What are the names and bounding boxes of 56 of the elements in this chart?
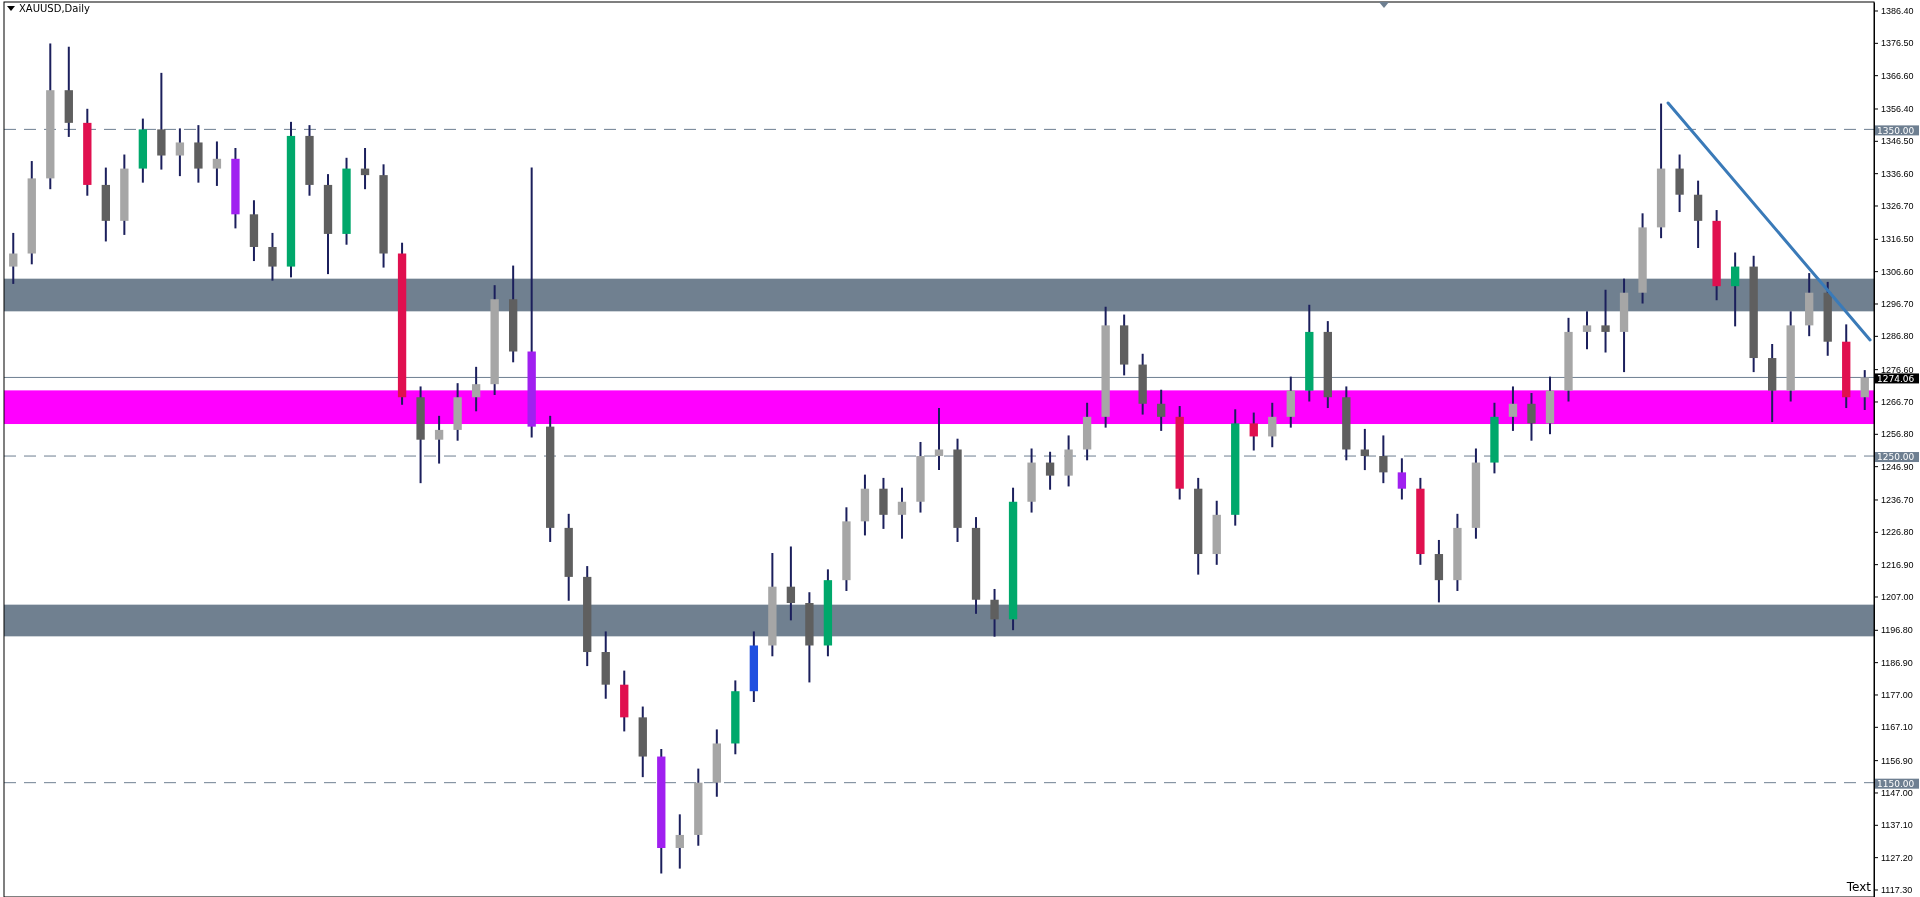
chart-title: XAUUSD,Daily (19, 3, 90, 14)
y-tick-label: 1286.80 (1881, 331, 1914, 342)
ref-line-label: 1274.06 (1877, 373, 1915, 384)
candlestick (1157, 389, 1166, 431)
candlestick (1045, 451, 1055, 490)
y-tick-label: 1316.50 (1881, 234, 1914, 245)
y-tick-label: 1246.90 (1881, 461, 1914, 472)
y-tick-label: 1127.20 (1881, 852, 1913, 863)
y-tick-label: 1276.60 (1881, 364, 1914, 375)
y-tick-label: 1336.60 (1881, 168, 1914, 179)
y-tick-label: 1266.70 (1881, 396, 1914, 407)
candlestick (1730, 252, 1740, 327)
candlestick (1601, 289, 1610, 353)
candlestick (675, 814, 684, 869)
candlestick (1268, 402, 1277, 448)
y-tick-label: 1167.10 (1881, 722, 1913, 733)
candlestick (9, 232, 18, 284)
y-tick-label: 1226.80 (1881, 527, 1914, 538)
y-tick-label: 1216.90 (1881, 559, 1914, 570)
y-tick-label: 1196.80 (1881, 625, 1913, 636)
annotation: Text (1845, 880, 1872, 894)
y-tick-label: 1177.00 (1881, 689, 1913, 700)
y-tick-label: 1346.50 (1881, 136, 1914, 147)
candlestick (471, 366, 481, 412)
candlestick (175, 128, 185, 177)
y-tick-label: 1326.70 (1881, 200, 1914, 211)
ref-line-label: 1150.00 (1877, 778, 1915, 789)
y-tick-label: 1147.00 (1881, 787, 1913, 798)
candlestick (434, 415, 444, 464)
y-tick-label: 1186.90 (1881, 657, 1913, 668)
ref-line-label: 1250.00 (1877, 452, 1915, 463)
ref-line-label: 1350.00 (1877, 125, 1915, 136)
candlestick (786, 546, 796, 621)
y-tick-label: 1156.90 (1881, 755, 1913, 766)
candlestick (1508, 386, 1518, 431)
candlestick (268, 232, 277, 281)
y-tick-label: 1306.60 (1881, 266, 1914, 277)
candlestick (1582, 311, 1592, 350)
y-tick-label: 1207.00 (1881, 591, 1914, 602)
candlestick (212, 141, 222, 186)
y-tick-label: 1256.80 (1881, 429, 1914, 440)
y-tick-label: 1386.40 (1881, 5, 1914, 16)
candlestick (1860, 370, 1869, 410)
y-tick-label: 1376.50 (1881, 38, 1914, 49)
y-tick-label: 1356.40 (1881, 103, 1914, 114)
candlestick (990, 588, 999, 637)
y-tick-label: 1236.70 (1881, 494, 1914, 505)
candlestick (897, 487, 907, 539)
y-tick-label: 1137.10 (1881, 820, 1913, 831)
y-tick-label: 1296.70 (1881, 298, 1914, 309)
candlestick (1397, 458, 1407, 500)
candlestick (1527, 392, 1536, 441)
y-tick-label: 1366.60 (1881, 70, 1914, 81)
y-tick-label: 1117.30 (1881, 884, 1913, 895)
candlestick (1379, 435, 1388, 484)
candlestick (1249, 412, 1258, 451)
